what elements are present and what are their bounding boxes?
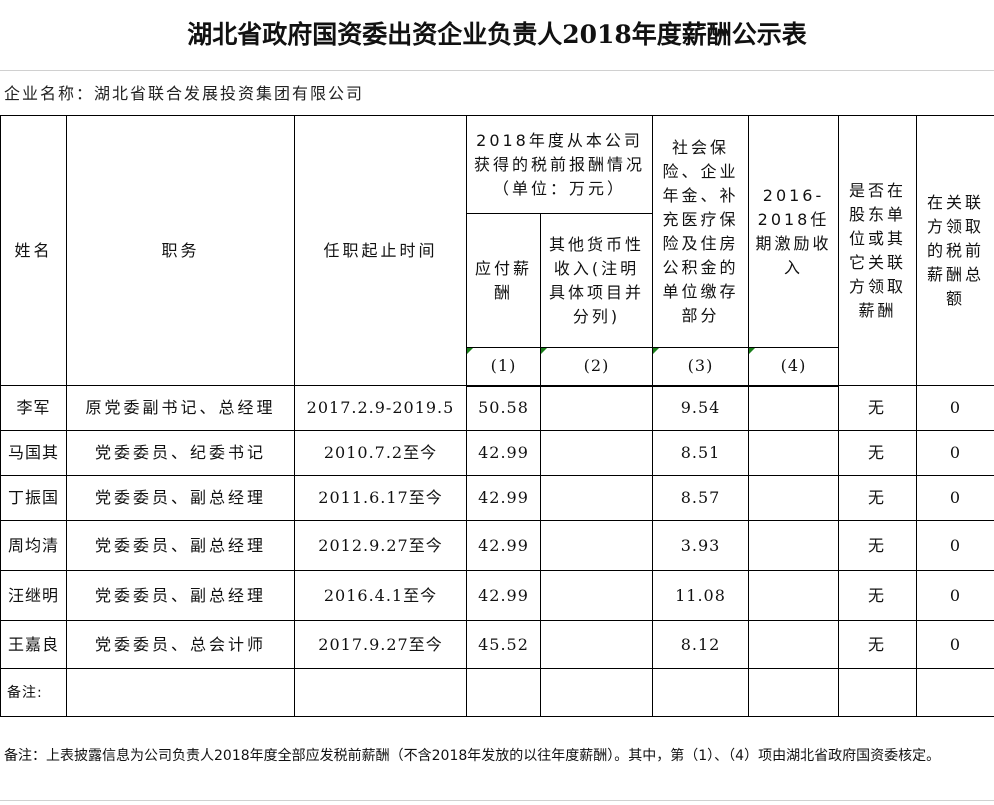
cell-incentive [748, 520, 840, 571]
table-row: 马国其 党委委员、纪委书记 2010.7.2至今 42.99 8.51 无 0 [0, 430, 994, 476]
cell-position: 党委委员、副总经理 [66, 520, 295, 571]
cell-related: 0 [916, 570, 994, 621]
cell-incentive [748, 430, 840, 476]
header-n1: (1) [466, 347, 541, 387]
cell-shareholder: 无 [838, 520, 918, 571]
cell-payable: 42.99 [466, 475, 541, 521]
cell-name: 汪继明 [0, 570, 67, 621]
cell-incentive [748, 475, 840, 521]
salary-table: 姓名 职务 任职起止时间 2018年度从本公司获得的税前报酬情况（单位：万元） … [0, 115, 994, 717]
cell-name: 李军 [0, 385, 67, 431]
cell-other [539, 385, 654, 431]
footnote: 备注：上表披露信息为公司负责人2018年度全部应发税前薪酬（不含2018年发放的… [4, 748, 941, 764]
cell-incentive [748, 570, 840, 621]
cell-payable: 50.58 [466, 385, 541, 431]
cell-term: 2012.9.27至今 [294, 520, 467, 571]
page-title: 湖北省政府国资委出资企业负责人2018年度薪酬公示表 [0, 0, 994, 71]
header-n2: (2) [539, 347, 654, 387]
cell-related: 0 [916, 520, 994, 571]
cell-payable: 42.99 [466, 520, 541, 571]
cell-position: 党委委员、总会计师 [66, 620, 295, 669]
cell-position: 党委委员、纪委书记 [66, 430, 295, 476]
cell-other [539, 620, 654, 669]
cell-term: 2010.7.2至今 [294, 430, 467, 476]
cell-insurance: 9.54 [652, 385, 750, 431]
cell-incentive [748, 385, 840, 431]
table-row: 王嘉良 党委委员、总会计师 2017.9.27至今 45.52 8.12 无 0 [0, 620, 994, 669]
cell-payable: 42.99 [466, 570, 541, 621]
header-n3: (3) [652, 347, 750, 387]
cell-related: 0 [916, 475, 994, 521]
remarks-cell [66, 668, 295, 717]
cell-other [539, 520, 654, 571]
cell-position: 党委委员、副总经理 [66, 570, 295, 621]
cell-shareholder: 无 [838, 385, 918, 431]
cell-payable: 42.99 [466, 430, 541, 476]
cell-name: 王嘉良 [0, 620, 67, 669]
cell-term: 2017.2.9-2019.5 [294, 385, 467, 431]
cell-insurance: 8.12 [652, 620, 750, 669]
cell-related: 0 [916, 385, 994, 431]
cell-other [539, 475, 654, 521]
table-row: 周均清 党委委员、副总经理 2012.9.27至今 42.99 3.93 无 0 [0, 520, 994, 571]
cell-term: 2016.4.1至今 [294, 570, 467, 621]
cell-term: 2011.6.17至今 [294, 475, 467, 521]
divider [0, 800, 994, 801]
header-insurance: 社会保险、企业年金、补充医疗保险及住房公积金的单位缴存部分 [652, 115, 750, 348]
cell-insurance: 3.93 [652, 520, 750, 571]
header-other-income: 其他货币性收入(注明具体项目并分列) [539, 213, 654, 348]
cell-other [539, 430, 654, 476]
table-row: 李军 原党委副书记、总经理 2017.2.9-2019.5 50.58 9.54 无 0 [0, 385, 994, 431]
cell-name: 周均清 [0, 520, 67, 571]
header-shareholder: 是否在股东单位或其它关联方领取薪酬 [838, 115, 918, 386]
company-name: 企业名称：湖北省联合发展投资集团有限公司 [4, 84, 365, 103]
header-term: 任职起止时间 [294, 115, 467, 386]
header-name: 姓名 [0, 115, 67, 386]
header-n4: (4) [748, 347, 840, 387]
header-incentive: 2016-2018任期激励收入 [748, 115, 840, 348]
cell-payable: 45.52 [466, 620, 541, 669]
cell-insurance: 8.51 [652, 430, 750, 476]
cell-position: 原党委副书记、总经理 [66, 385, 295, 431]
cell-other [539, 570, 654, 621]
header-payable: 应付薪酬 [466, 213, 541, 348]
table-row: 丁振国 党委委员、副总经理 2011.6.17至今 42.99 8.57 无 0 [0, 475, 994, 521]
cell-position: 党委委员、副总经理 [66, 475, 295, 521]
cell-related: 0 [916, 430, 994, 476]
header-position: 职务 [66, 115, 295, 386]
cell-insurance: 11.08 [652, 570, 750, 621]
header-related-total: 在关联方领取的税前薪酬总额 [916, 115, 994, 386]
cell-shareholder: 无 [838, 620, 918, 669]
header-pay-group: 2018年度从本公司获得的税前报酬情况（单位：万元） [465, 115, 654, 214]
cell-related: 0 [916, 620, 994, 669]
cell-shareholder: 无 [838, 430, 918, 476]
cell-shareholder: 无 [838, 570, 918, 621]
cell-incentive [748, 620, 840, 669]
cell-name: 丁振国 [0, 475, 67, 521]
table-row: 汪继明 党委委员、副总经理 2016.4.1至今 42.99 11.08 无 0 [0, 570, 994, 621]
cell-name: 马国其 [0, 430, 67, 476]
remarks-label: 备注: [0, 668, 67, 717]
cell-term: 2017.9.27至今 [294, 620, 467, 669]
cell-shareholder: 无 [838, 475, 918, 521]
cell-insurance: 8.57 [652, 475, 750, 521]
